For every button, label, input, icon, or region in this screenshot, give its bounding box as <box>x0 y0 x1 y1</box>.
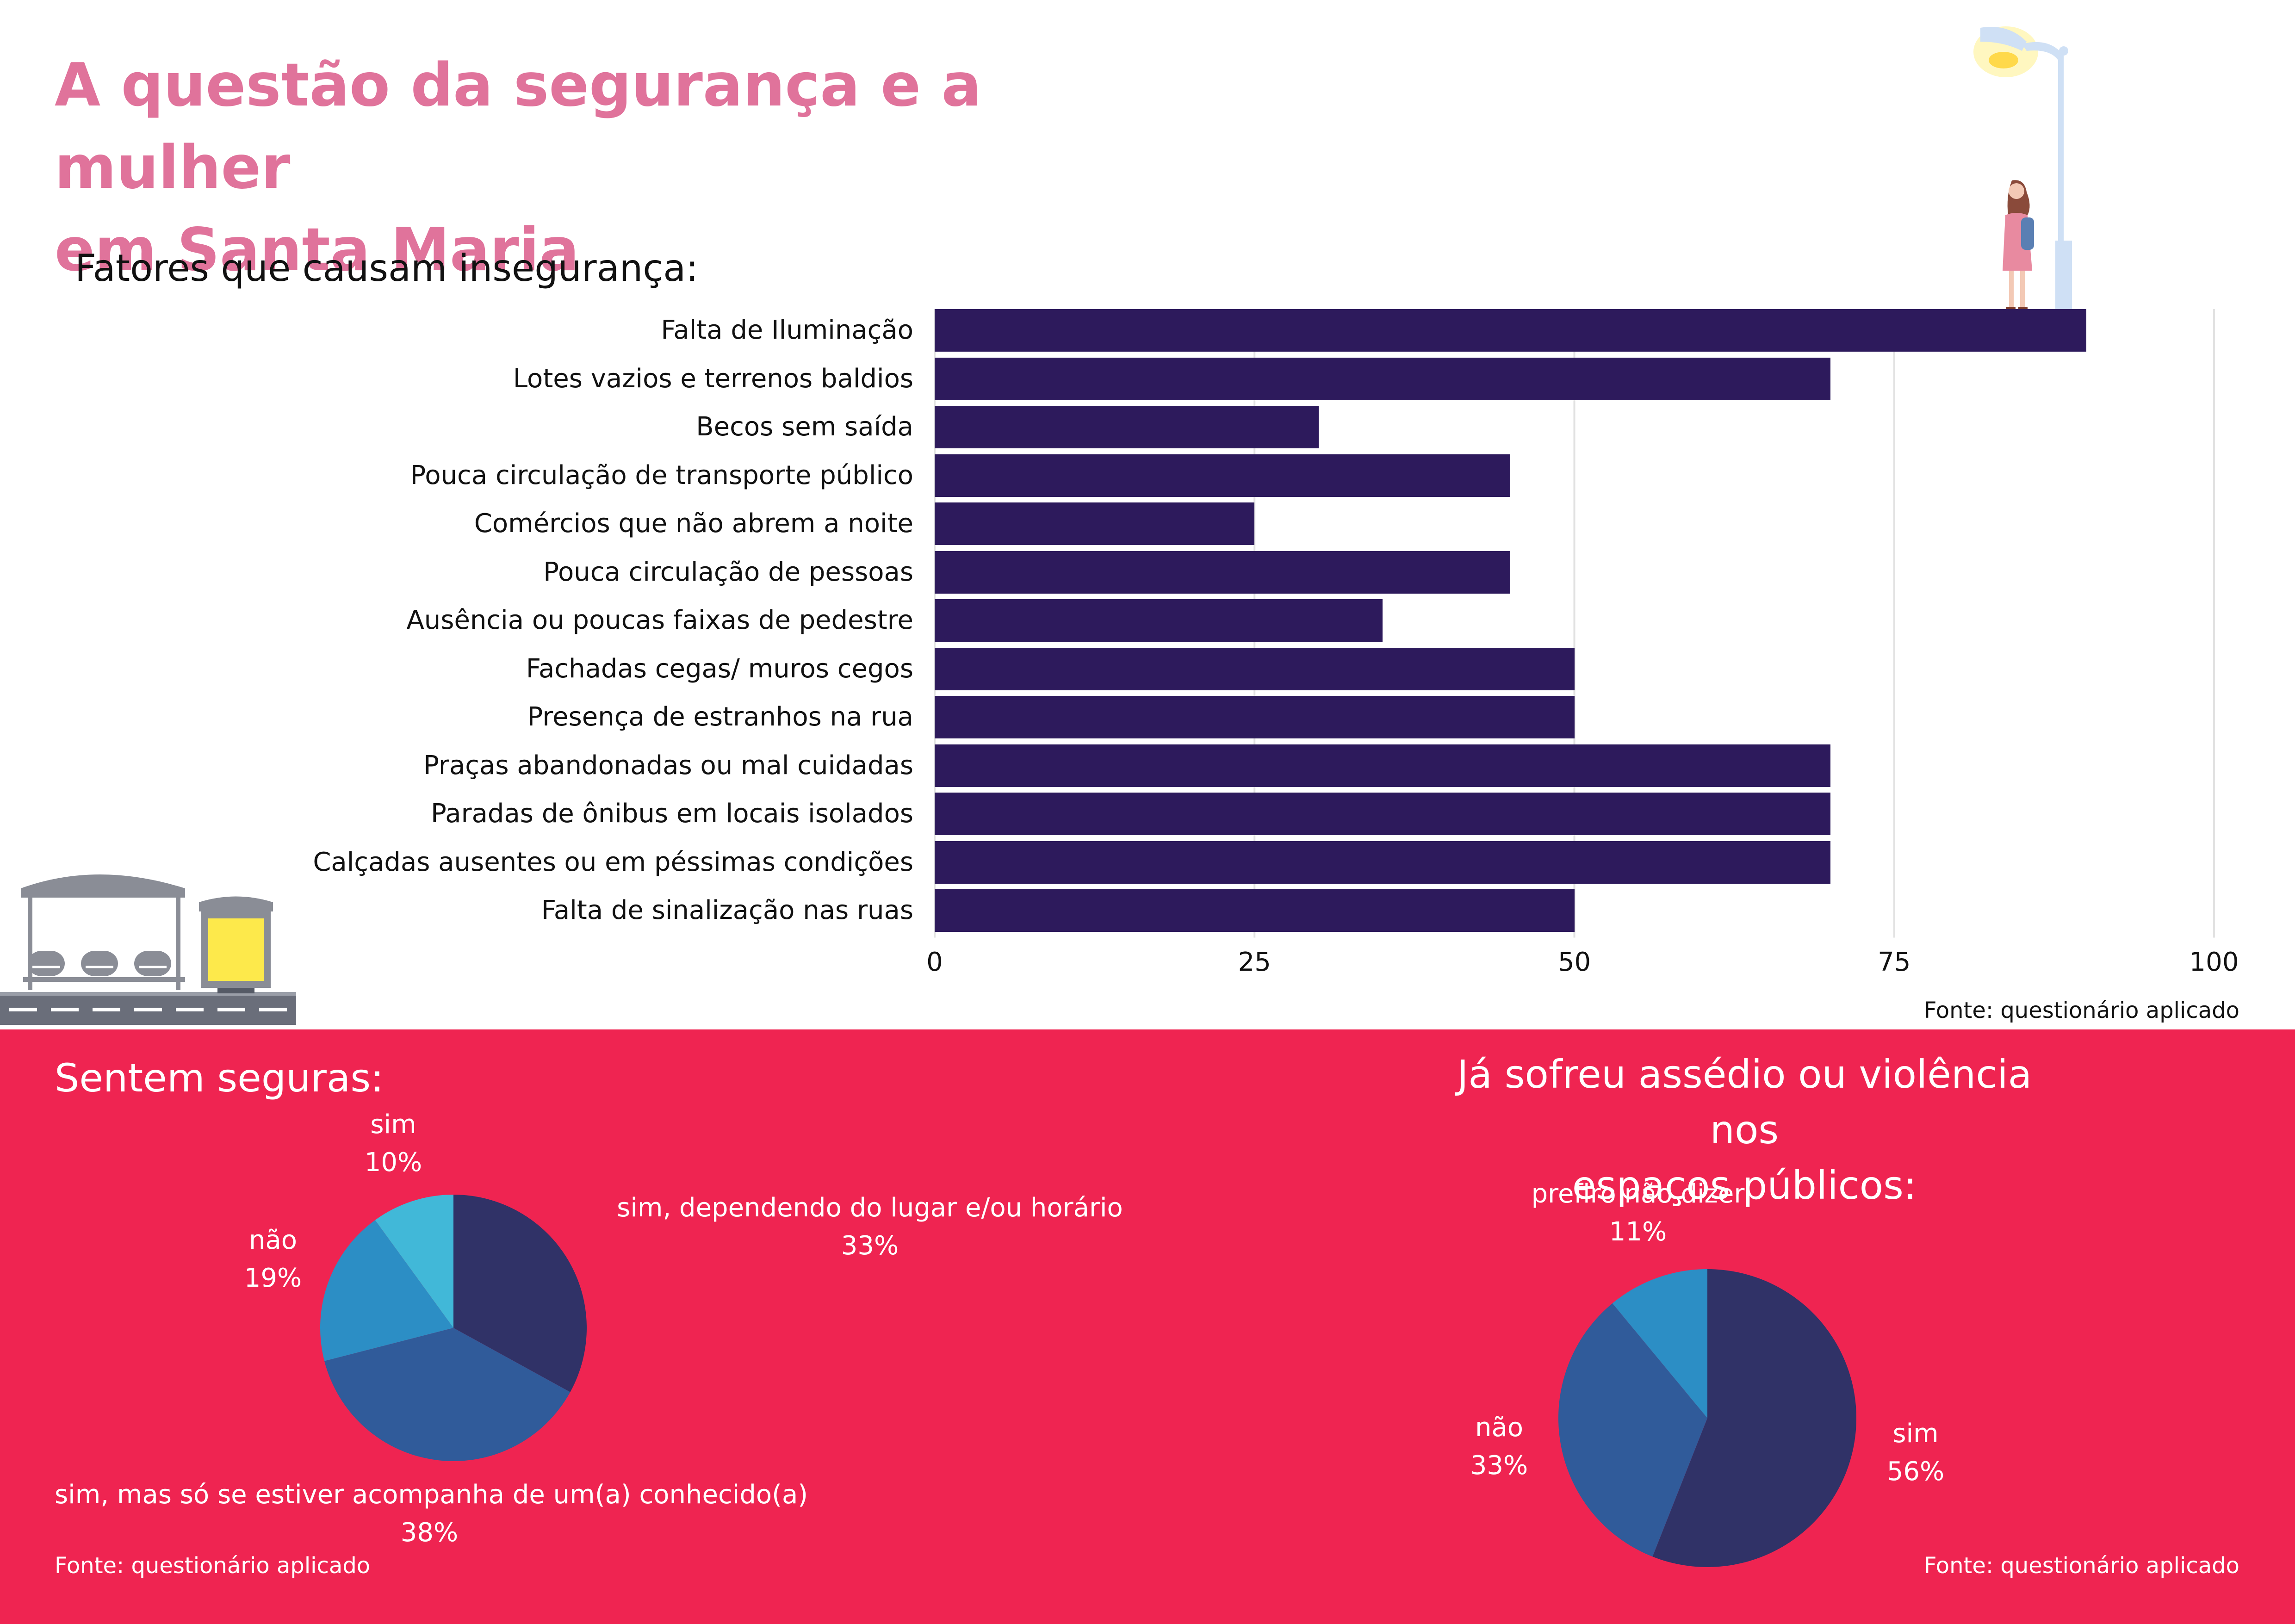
bar <box>935 793 1830 835</box>
bar-chart-source: Fonte: questionário aplicado <box>1923 998 2239 1023</box>
pie-slice-label: sim 10% <box>319 1106 467 1182</box>
bar <box>935 647 1575 690</box>
right-pie-chart <box>1558 1269 1856 1567</box>
pie-slice-percent: 10% <box>364 1147 422 1178</box>
bar-category-label: Pouca circulação de pessoas <box>543 557 913 587</box>
bar-category-label: Ausência ou poucas faixas de pedestre <box>406 605 913 635</box>
pie-slice-label: sim, dependendo do lugar e/ou horário 33% <box>615 1189 1124 1265</box>
bar <box>935 502 1255 545</box>
pie-slice-name: sim, dependendo do lugar e/ou horário <box>617 1193 1123 1223</box>
pie-slice-percent: 19% <box>244 1263 302 1293</box>
pie-slice <box>324 1328 571 1461</box>
pie-slice-name: não <box>248 1225 298 1255</box>
pie-slice <box>1652 1269 1856 1567</box>
bar-category-label: Paradas de ônibus em locais isolados <box>431 799 913 829</box>
bar-category-label: Falta de Iluminação <box>661 315 913 345</box>
bar <box>935 551 1511 594</box>
bar <box>935 357 1830 400</box>
pie-slice-name: sim, mas só se estiver acompanha de um(a… <box>55 1480 808 1510</box>
bar <box>935 889 1575 932</box>
pie-slice-label: sim, mas só se estiver acompanha de um(a… <box>55 1476 808 1552</box>
pie-slice-percent: 33% <box>1470 1450 1528 1481</box>
bar <box>935 599 1383 642</box>
x-tick-label: 25 <box>1238 947 1271 977</box>
bar <box>935 454 1511 497</box>
page-title: A questão da segurança e a mulher em San… <box>55 44 1165 291</box>
bar-category-label: Calçadas ausentes ou em péssimas condiçõ… <box>313 847 913 877</box>
bar <box>935 696 1575 738</box>
bar-category-label: Becos sem saída <box>696 412 913 442</box>
left-pie-chart <box>320 1195 587 1461</box>
pie-slice-percent: 38% <box>400 1518 459 1548</box>
pie-slice-name: sim <box>370 1110 416 1140</box>
pie-slice-name: sim <box>1892 1419 1939 1449</box>
pie-slice-label: não 19% <box>199 1221 347 1297</box>
x-tick-label: 75 <box>1878 947 1911 977</box>
x-tick-label: 50 <box>1557 947 1591 977</box>
bar-category-label: Fachadas cegas/ muros cegos <box>526 653 913 684</box>
right-pie-title-line-1: Já sofreu assédio ou violência nos <box>1457 1052 2032 1153</box>
right-pie-title-line-2: espaços públicos: <box>1572 1163 1917 1208</box>
street-lamp-icon <box>1973 26 2072 310</box>
pie-slice <box>1558 1303 1707 1557</box>
pie-slice-label: prefiro não dizer 11% <box>1495 1175 1781 1251</box>
bar-chart-title: Fatores que causam insegurança: <box>75 247 699 290</box>
title-line-2: em Santa Maria <box>55 216 579 285</box>
bar <box>935 744 1830 787</box>
bar-category-label: Lotes vazios e terrenos baldios <box>513 363 913 394</box>
bar <box>935 309 2086 352</box>
bus-stop-icon <box>0 874 296 1025</box>
woman-icon <box>2003 180 2034 310</box>
pie-slice <box>453 1195 587 1392</box>
bar <box>935 841 1830 884</box>
pie-slice-percent: 56% <box>1886 1457 1945 1487</box>
pie-slice-name: não <box>1475 1413 1524 1443</box>
bar <box>935 406 1319 448</box>
x-tick-label: 0 <box>926 947 943 977</box>
pie-slice <box>1612 1269 1707 1418</box>
pie-slice <box>320 1220 453 1361</box>
left-pie-title: Sentem seguras: <box>55 1055 384 1101</box>
pie-slice-percent: 33% <box>841 1231 899 1261</box>
bar-category-label: Comércios que não abrem a noite <box>474 508 913 539</box>
pie-slice-label: sim 56% <box>1869 1415 1962 1491</box>
bar-chart: Falta de Iluminação Lotes vazios e terren… <box>313 309 2239 977</box>
pie-slice-name: prefiro não dizer <box>1531 1179 1745 1209</box>
pie-slice-label: não 33% <box>1453 1409 1545 1485</box>
bar-category-label: Presença de estranhos na rua <box>527 702 913 732</box>
pie-slice-percent: 11% <box>1609 1217 1667 1247</box>
right-pie-source: Fonte: questionário aplicado <box>1923 1553 2239 1579</box>
x-tick-label: 100 <box>2189 947 2239 977</box>
right-pie-title: Já sofreu assédio ou violência nos espaç… <box>1425 1047 2064 1213</box>
title-line-1: A questão da segurança e a mulher <box>55 51 981 202</box>
bar-category-label: Falta de sinalização nas ruas <box>541 895 913 925</box>
bar-category-label: Praças abandonadas ou mal cuidadas <box>423 750 913 781</box>
left-pie-source: Fonte: questionário aplicado <box>55 1553 371 1579</box>
bar-category-label: Pouca circulação de transporte público <box>410 460 913 490</box>
pie-slice <box>375 1195 453 1328</box>
